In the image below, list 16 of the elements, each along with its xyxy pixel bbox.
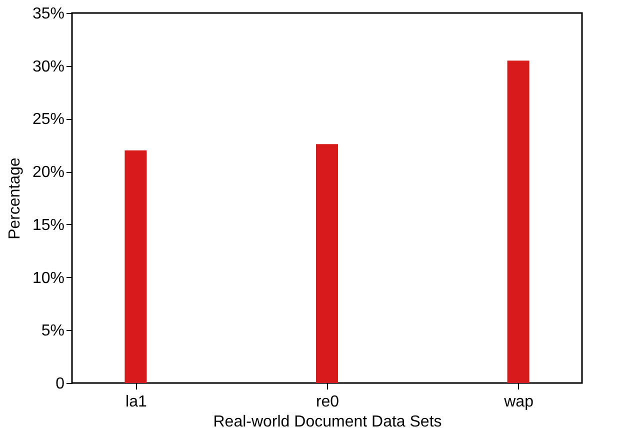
x-tick-label: la1 <box>126 394 147 410</box>
bar <box>507 60 530 383</box>
bar <box>316 144 338 383</box>
y-tick-label: 30% <box>32 58 64 76</box>
y-tick-label: 5% <box>41 322 64 340</box>
y-tick-label: 25% <box>32 111 64 128</box>
bar <box>124 150 147 383</box>
y-tick-label: 10% <box>32 270 64 287</box>
x-axis-title: Real-world Document Data Sets <box>213 414 442 430</box>
y-tick-label: 0 <box>56 376 65 392</box>
x-tick-label: re0 <box>316 394 340 410</box>
y-tick-label: 20% <box>32 164 64 182</box>
x-tick-label: wap <box>503 394 534 410</box>
y-tick-label: 35% <box>32 6 64 22</box>
y-tick-label: 15% <box>32 216 64 234</box>
y-axis-title: Percentage <box>6 157 24 240</box>
